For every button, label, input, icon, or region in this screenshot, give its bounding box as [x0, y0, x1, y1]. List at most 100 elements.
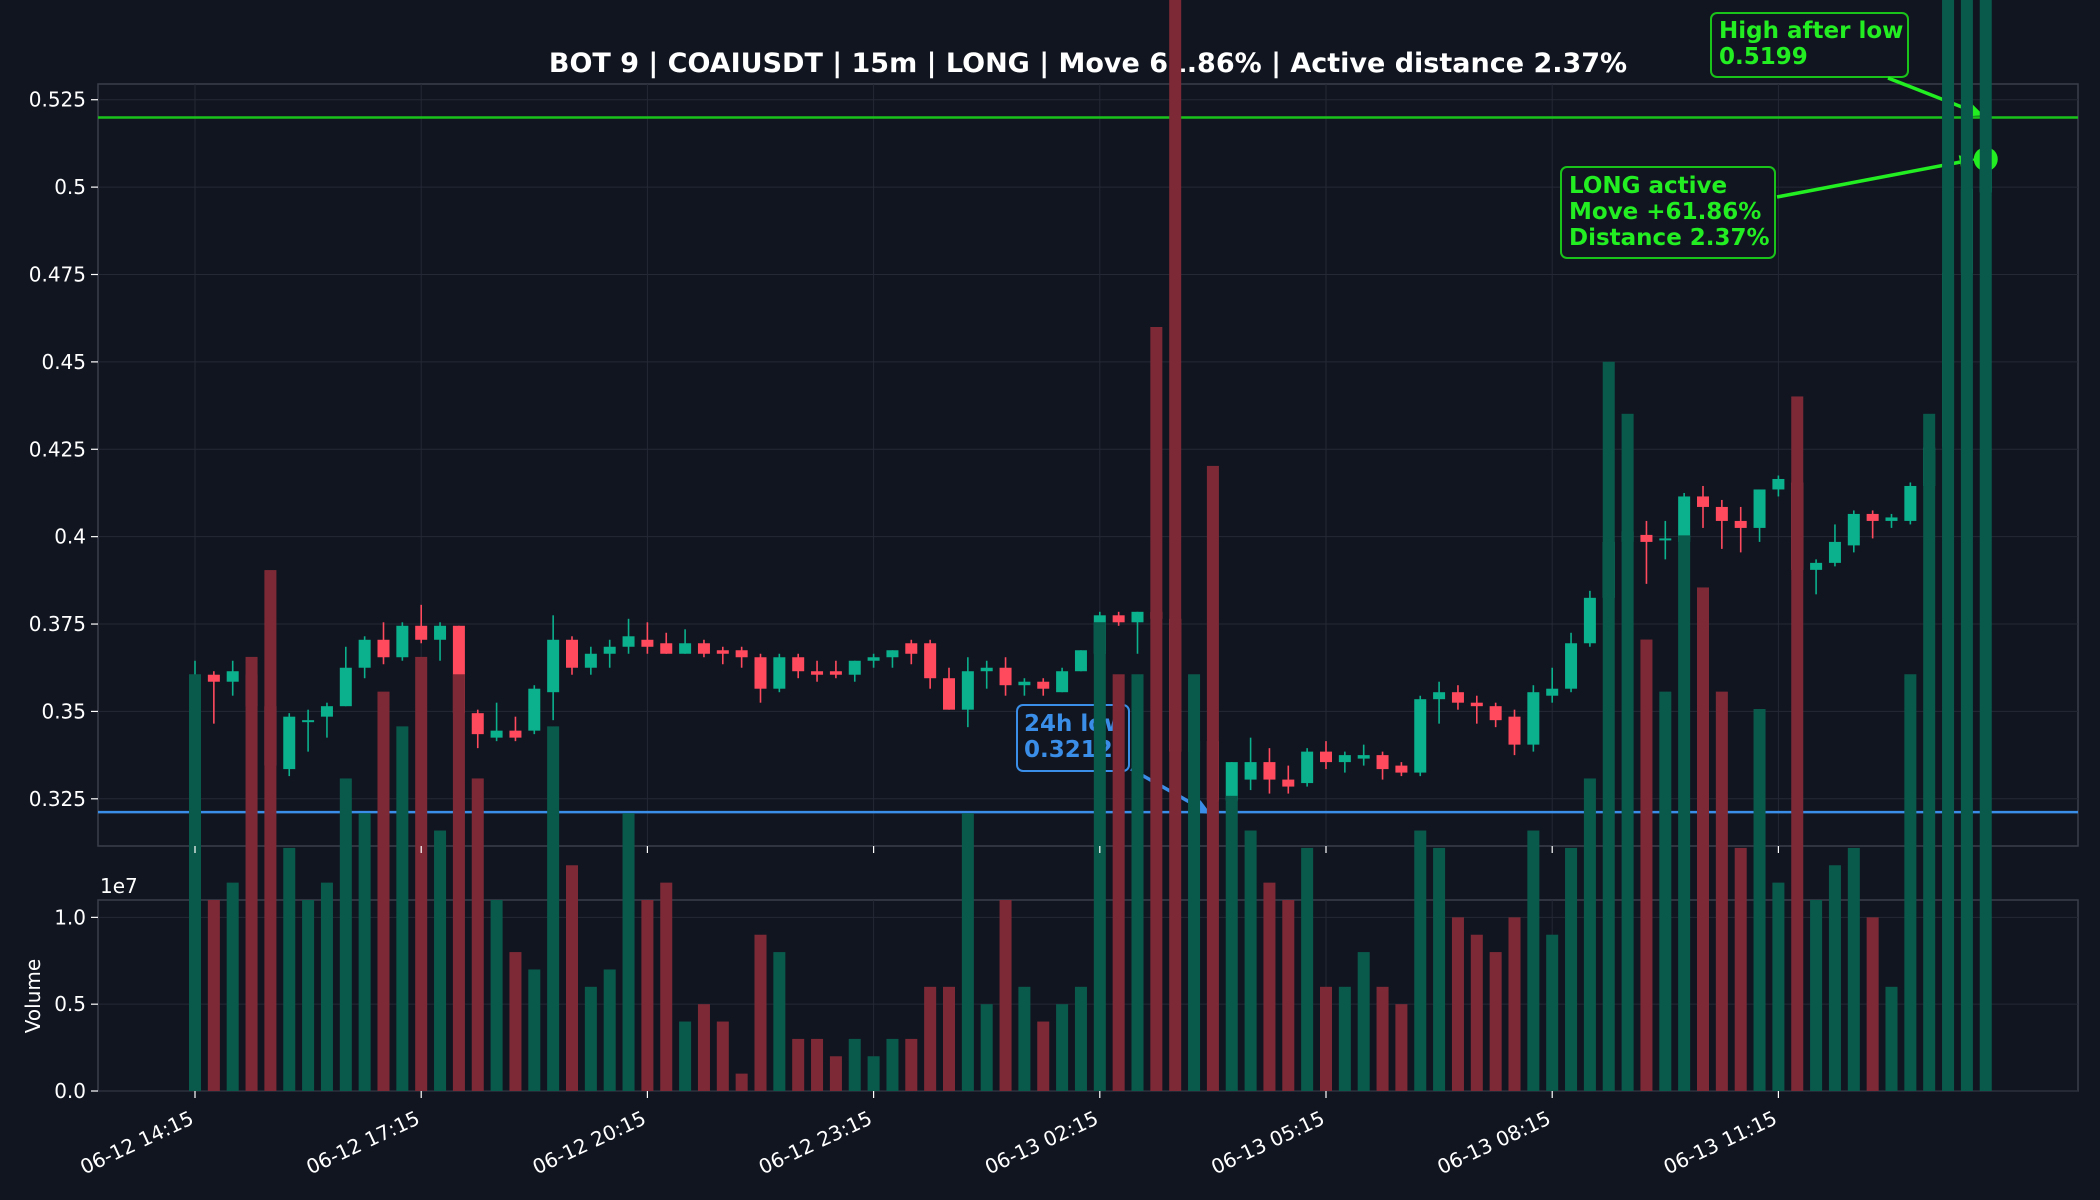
- candle-body: [1131, 611, 1144, 623]
- high-annotation-box: [1710, 12, 1909, 78]
- candle-body: [829, 671, 842, 675]
- volume-bar: [660, 882, 673, 1091]
- volume-tick-label: 1.0: [54, 905, 86, 929]
- candle-down: [1508, 709, 1521, 756]
- candle-body: [999, 667, 1012, 686]
- volume-bar: [679, 1021, 692, 1091]
- candle-body: [924, 643, 937, 679]
- long-annotation-distance: Distance 2.37%: [1569, 225, 1770, 251]
- candle-up: [226, 660, 239, 696]
- candle-up: [339, 646, 352, 707]
- candle-body: [1697, 496, 1709, 507]
- volume-bar: [1037, 1021, 1050, 1091]
- volume-bar: [264, 570, 277, 1091]
- high-annotation-value: 0.5199: [1719, 44, 1808, 70]
- candle-body: [1659, 538, 1672, 541]
- candle-body: [1847, 513, 1860, 546]
- long-annotation: LONG active Move +61.86% Distance 2.37%: [1560, 155, 1976, 259]
- candle-up: [1659, 520, 1672, 560]
- price-tick-label: 0.35: [41, 699, 86, 723]
- candle-body: [961, 671, 974, 710]
- candle-down: [829, 660, 842, 679]
- volume-bar: [848, 1038, 861, 1091]
- candle-body: [811, 671, 824, 675]
- candle-up: [1772, 475, 1785, 497]
- candle-down: [1715, 499, 1728, 549]
- high-arrow: [1887, 76, 1970, 112]
- volume-bar: [283, 847, 296, 1091]
- low-annotation-label: 24h low: [1024, 711, 1125, 737]
- candle-body: [660, 643, 673, 654]
- volume-bar: [716, 1021, 729, 1091]
- volume-bar: [189, 674, 201, 1091]
- volume-bar: [829, 1056, 842, 1091]
- price-tick-label: 0.5: [54, 175, 86, 199]
- candle-up: [1301, 748, 1314, 787]
- volume-bar: [1282, 900, 1295, 1091]
- volume-bar: [415, 656, 428, 1091]
- candle-body: [358, 639, 371, 668]
- candle-up: [867, 653, 880, 668]
- candle-up: [1753, 489, 1766, 542]
- volume-bar: [1546, 934, 1559, 1091]
- candle-up: [490, 702, 503, 742]
- volume-bar: [1225, 795, 1238, 1091]
- candle-up: [302, 709, 315, 752]
- volume-bar: [1338, 986, 1351, 1091]
- candle-down: [811, 660, 824, 682]
- candle-body: [622, 636, 635, 647]
- candle-body: [641, 639, 654, 647]
- candle-body: [1678, 496, 1691, 542]
- volume-bar: [245, 656, 258, 1091]
- candle-up: [1847, 510, 1860, 553]
- candle-body: [1433, 692, 1446, 700]
- candle-down: [792, 653, 805, 679]
- candle-body: [1282, 779, 1295, 787]
- price-tick-label: 0.325: [29, 787, 86, 811]
- volume-axis-ticks: 0.0 0.5 1.0: [54, 905, 98, 1103]
- volume-bar: [1960, 0, 1973, 1092]
- volume-tick-label: 0.5: [54, 992, 86, 1016]
- volume-bar: [302, 900, 315, 1091]
- candle-up: [434, 622, 447, 661]
- volume-bar: [566, 865, 578, 1091]
- candle-down: [1112, 611, 1125, 626]
- volume-bar: [1150, 327, 1163, 1091]
- candle-up: [283, 713, 296, 777]
- candle-up: [1338, 751, 1351, 773]
- candle-body: [603, 646, 616, 654]
- volume-bar: [961, 813, 974, 1091]
- candle-body: [1546, 688, 1559, 696]
- long-arrow: [1776, 160, 1961, 199]
- candle-body: [1018, 681, 1031, 686]
- candle-body: [1565, 643, 1578, 689]
- candle-body: [1301, 751, 1314, 784]
- candle-body: [339, 667, 352, 707]
- volume-bar: [1866, 917, 1879, 1091]
- candle-up: [848, 660, 861, 682]
- volume-bar: [1074, 986, 1087, 1091]
- volume-bar: [1451, 917, 1464, 1091]
- candle-body: [1074, 650, 1087, 672]
- volume-bar: [1583, 778, 1596, 1091]
- volume-bar: [1357, 952, 1370, 1091]
- volume-bar: [905, 1038, 918, 1091]
- price-tick-label: 0.45: [41, 350, 86, 374]
- candle-body: [1263, 762, 1276, 780]
- candle-up: [1074, 650, 1087, 672]
- candle-down: [1640, 520, 1653, 584]
- candle-body: [283, 716, 296, 770]
- volume-bar: [1772, 882, 1785, 1091]
- volume-bar: [1320, 986, 1332, 1091]
- volume-bar: [1206, 465, 1219, 1092]
- price-panel-frame: [97, 83, 2079, 847]
- volume-axis-label: Volume: [21, 959, 45, 1033]
- candle-up: [603, 639, 616, 668]
- candle-up: [1244, 737, 1257, 791]
- candle-down: [943, 667, 955, 710]
- volume-bar: [1395, 1004, 1408, 1091]
- candle-up: [358, 636, 371, 679]
- candle-up: [980, 660, 993, 689]
- volume-bar: [1791, 396, 1804, 1091]
